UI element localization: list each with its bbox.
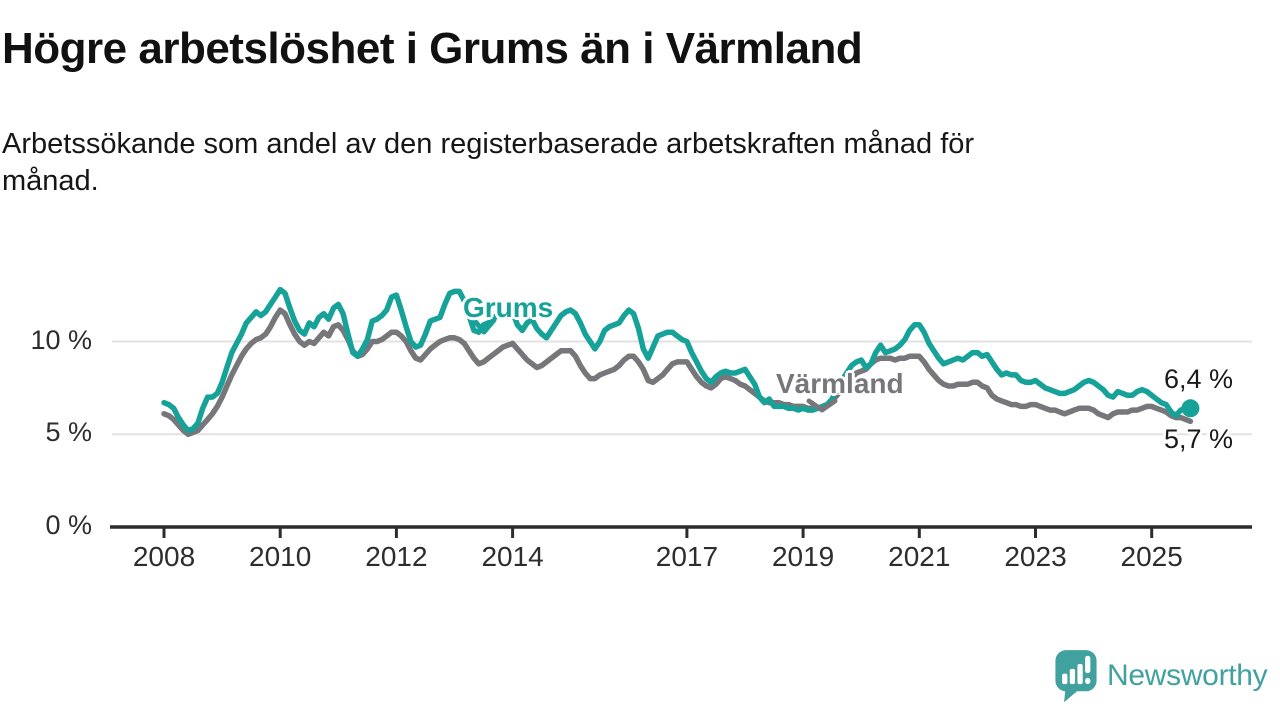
series-end-dot xyxy=(1181,399,1200,418)
x-tick-label: 2012 xyxy=(365,541,428,572)
page-title: Högre arbetslöshet i Grums än i Värmland xyxy=(2,24,863,73)
series-label-grums: Grums xyxy=(463,292,554,323)
end-value-label-varmland: 5,7 % xyxy=(1164,424,1234,454)
x-tick-label: 2021 xyxy=(888,541,951,572)
x-tick-label: 2019 xyxy=(771,541,835,572)
x-tick-label: 2014 xyxy=(481,541,544,572)
y-tick-label: 10 % xyxy=(30,324,92,355)
y-tick-label: 5 % xyxy=(45,417,92,448)
x-tick-label: 2010 xyxy=(249,541,312,572)
newsworthy-logo-text: Newsworthy xyxy=(1107,659,1268,692)
x-axis xyxy=(110,525,1252,538)
series-line-grums xyxy=(161,286,1194,434)
grums-arrow-icon xyxy=(471,317,497,335)
series-line-värmland xyxy=(161,307,1194,438)
varmland-arrow-icon xyxy=(806,398,838,413)
x-tick-label: 2008 xyxy=(132,541,196,572)
end-value-label-grums: 6,4 % xyxy=(1164,364,1234,394)
x-tick-label: 2023 xyxy=(1004,541,1067,572)
grums-end-dot xyxy=(1181,399,1200,418)
x-tick-label: 2017 xyxy=(655,541,719,572)
y-tick-label: 0 % xyxy=(45,510,92,540)
series-label-varmland: Värmland xyxy=(776,368,904,399)
newsworthy-logo-icon xyxy=(1055,650,1097,703)
series-lines xyxy=(161,286,1194,438)
newsworthy-logo: Newsworthy xyxy=(1054,648,1268,704)
x-tick-label: 2025 xyxy=(1120,541,1183,572)
chart-subtitle: Arbetssökande som andel av den registerb… xyxy=(2,128,975,197)
